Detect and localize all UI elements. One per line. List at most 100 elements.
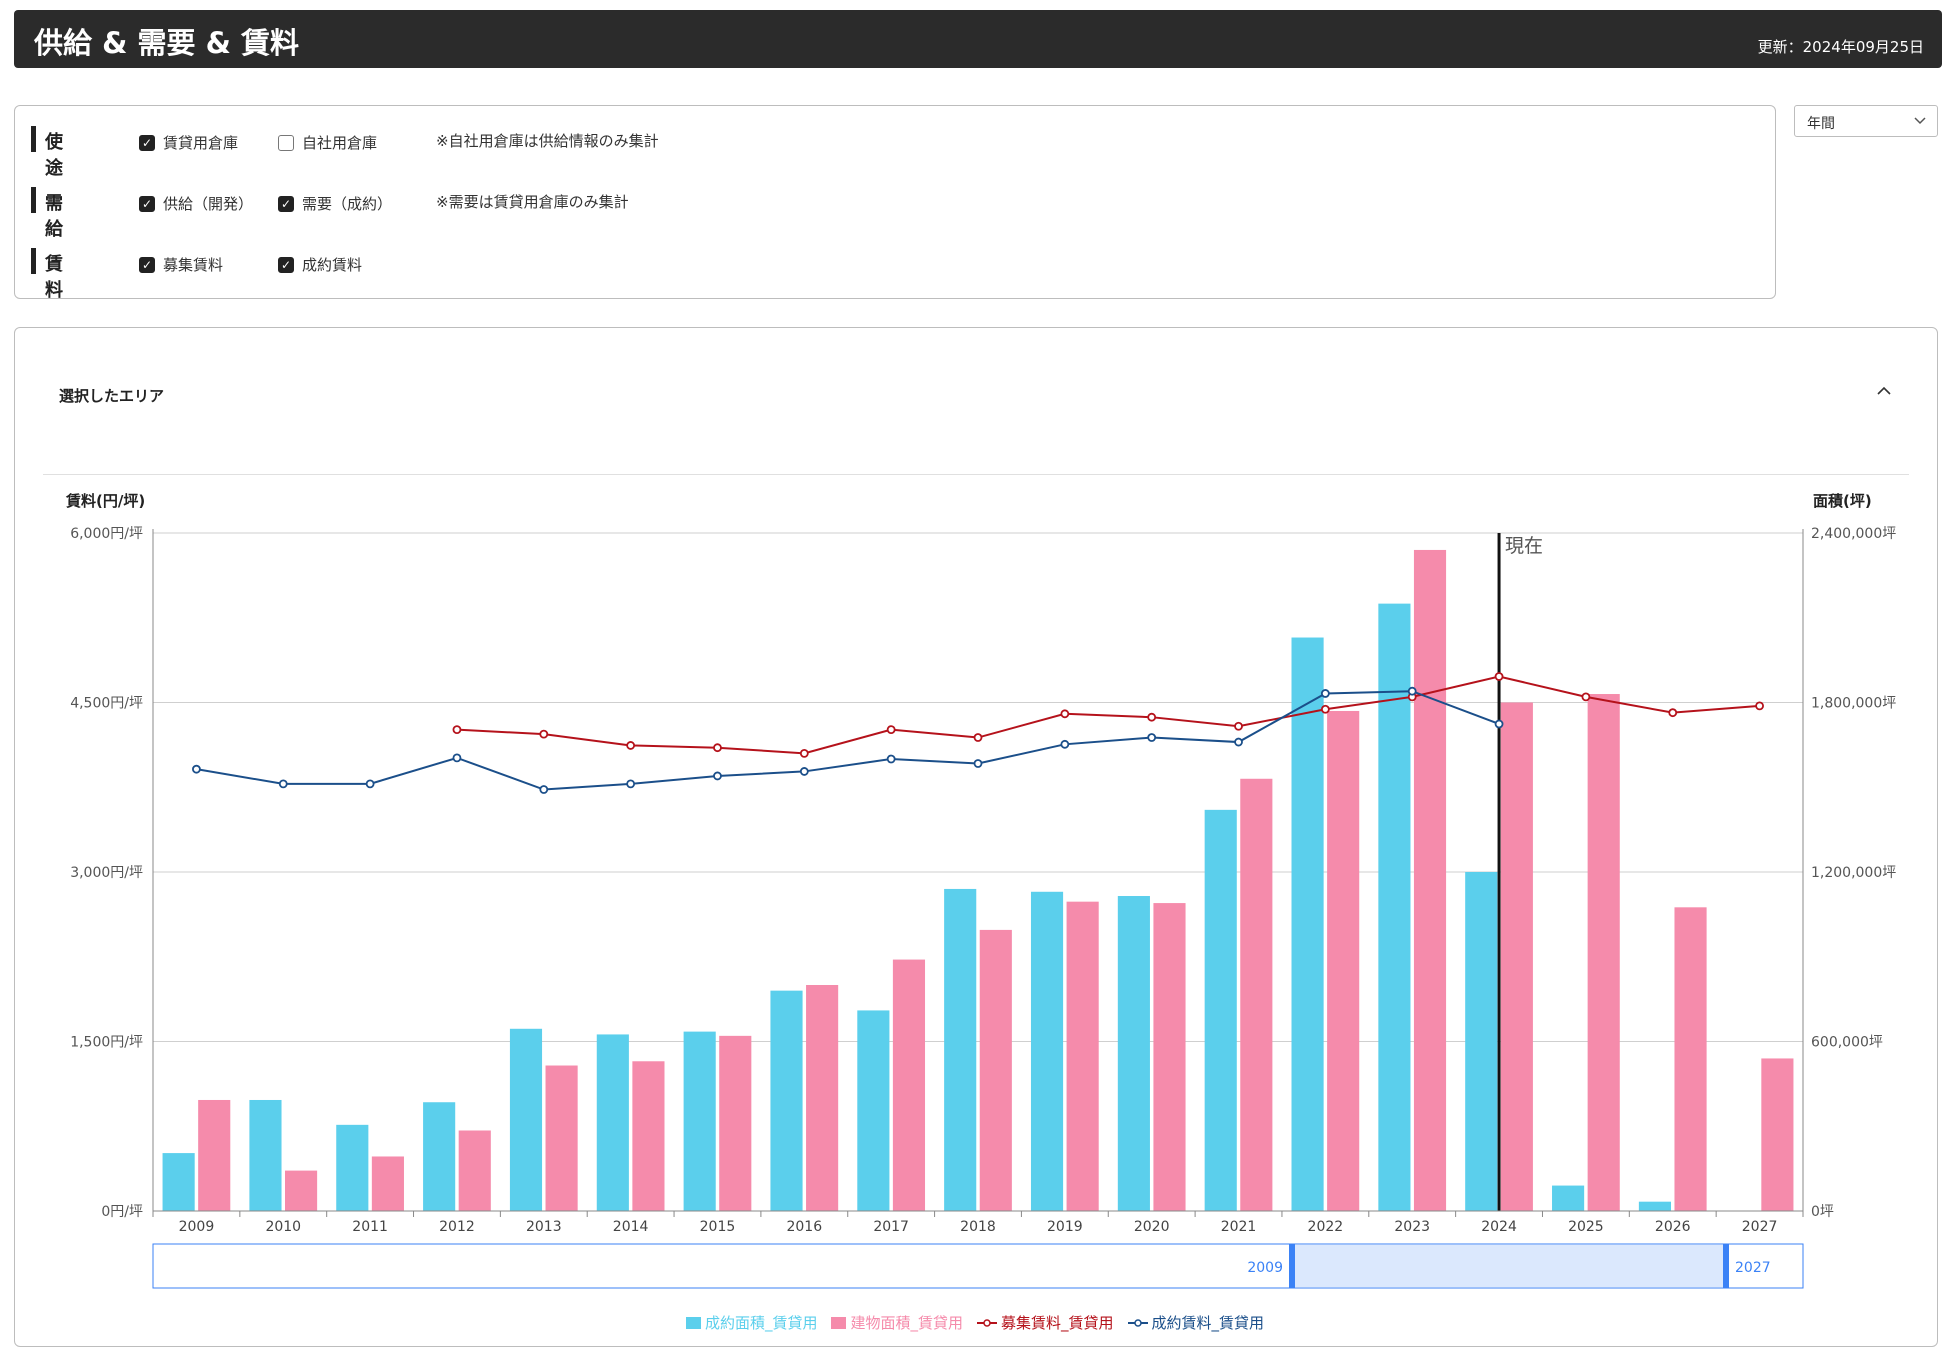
- bar-building-area[interactable]: [1587, 694, 1620, 1211]
- left-tick-label: 1,500円/坪: [70, 1035, 143, 1051]
- line-point[interactable]: [278, 779, 288, 789]
- bar-contract-area[interactable]: [1117, 896, 1150, 1211]
- checkbox-own-warehouse[interactable]: 自社用倉庫: [278, 132, 377, 153]
- checkbox-supply[interactable]: ✓ 供給（開発）: [139, 193, 253, 214]
- bar-building-area[interactable]: [1761, 1058, 1794, 1211]
- checkbox-demand[interactable]: ✓ 需要（成約）: [278, 193, 392, 214]
- checkbox-label: 成約賃料: [302, 256, 363, 274]
- bar-contract-area[interactable]: [1204, 809, 1237, 1211]
- line-point[interactable]: [886, 754, 896, 764]
- x-tick-label: 2011: [352, 1219, 388, 1235]
- bar-building-area[interactable]: [198, 1099, 231, 1211]
- bar-contract-area[interactable]: [509, 1028, 543, 1211]
- line-point[interactable]: [1234, 721, 1243, 731]
- right-tick-label: 1,800,000坪: [1811, 696, 1896, 712]
- bar-building-area[interactable]: [1674, 907, 1707, 1211]
- bar-building-area[interactable]: [285, 1170, 318, 1211]
- line-point[interactable]: [713, 743, 722, 753]
- chart-legend: 成約面積_賃貸用 建物面積_賃貸用 募集賃料_賃貸用 成約賃料_賃貸用: [0, 1312, 1950, 1333]
- checkbox-checked-icon: ✓: [139, 256, 155, 273]
- line-point[interactable]: [626, 741, 636, 750]
- bar-building-area[interactable]: [1240, 778, 1273, 1211]
- bar-building-area[interactable]: [371, 1156, 404, 1211]
- line-point[interactable]: [973, 733, 983, 742]
- chevron-up-icon[interactable]: [1875, 384, 1893, 398]
- bar-contract-area[interactable]: [683, 1031, 716, 1211]
- bar-contract-area[interactable]: [1465, 872, 1498, 1211]
- line-point[interactable]: [799, 748, 809, 758]
- line-point[interactable]: [1755, 701, 1764, 711]
- line-point[interactable]: [1060, 739, 1070, 749]
- bar-contract-area[interactable]: [249, 1099, 282, 1211]
- line-point[interactable]: [1060, 709, 1070, 719]
- bar-building-area[interactable]: [632, 1061, 665, 1211]
- line-point[interactable]: [626, 779, 636, 789]
- line-point[interactable]: [539, 785, 549, 794]
- right-tick-label: 2,400,000坪: [1811, 526, 1896, 542]
- bar-contract-area[interactable]: [596, 1034, 629, 1211]
- x-tick-label: 2023: [1394, 1219, 1430, 1235]
- line-point[interactable]: [1147, 712, 1157, 722]
- bar-building-area[interactable]: [1153, 903, 1186, 1211]
- line-point[interactable]: [1581, 692, 1591, 702]
- line-point[interactable]: [973, 759, 983, 768]
- bar-contract-area[interactable]: [1378, 603, 1411, 1211]
- bar-contract-area[interactable]: [857, 1010, 890, 1211]
- checkbox-label: 供給（開発）: [163, 195, 254, 213]
- line-point[interactable]: [1234, 737, 1243, 747]
- slider-window[interactable]: [1292, 1245, 1726, 1287]
- checkbox-checked-icon: ✓: [278, 256, 294, 273]
- line-point[interactable]: [1320, 689, 1330, 698]
- line-point[interactable]: [1494, 672, 1504, 681]
- bar-contract-area[interactable]: [336, 1124, 369, 1211]
- left-tick-label: 0円/坪: [101, 1204, 143, 1220]
- line-point[interactable]: [1147, 733, 1157, 742]
- bar-building-area[interactable]: [892, 959, 926, 1211]
- line-point[interactable]: [1320, 704, 1330, 714]
- legend-label: 成約面積_賃貸用: [704, 1314, 818, 1332]
- period-select[interactable]: 年間: [1794, 105, 1938, 137]
- bar-contract-area[interactable]: [944, 888, 977, 1211]
- bar-contract-area[interactable]: [1291, 637, 1324, 1211]
- bar-contract-area[interactable]: [1552, 1185, 1585, 1211]
- bar-building-area[interactable]: [806, 985, 839, 1211]
- bar-building-area[interactable]: [1500, 702, 1533, 1212]
- bar-contract-area[interactable]: [770, 990, 803, 1211]
- bar-building-area[interactable]: [545, 1065, 578, 1211]
- bar-contract-area[interactable]: [162, 1153, 195, 1211]
- legend-item-asking-rent[interactable]: 募集賃料_賃貸用: [977, 1312, 1114, 1333]
- legend-item-building-area[interactable]: 建物面積_賃貸用: [831, 1312, 963, 1333]
- line-point[interactable]: [1494, 719, 1504, 729]
- line-point[interactable]: [1668, 708, 1678, 718]
- line-point[interactable]: [539, 729, 549, 739]
- line-point[interactable]: [886, 725, 896, 735]
- slider-handle-start[interactable]: [1289, 1244, 1295, 1288]
- range-slider[interactable]: 2009 2027: [152, 1243, 1804, 1289]
- right-tick-label: 0坪: [1811, 1204, 1834, 1220]
- bar-contract-area[interactable]: [423, 1102, 456, 1211]
- bar-building-area[interactable]: [979, 929, 1012, 1211]
- bar-building-area[interactable]: [719, 1035, 752, 1211]
- slider-handle-end[interactable]: [1723, 1244, 1729, 1288]
- legend-item-contract-rent[interactable]: 成約賃料_賃貸用: [1127, 1312, 1264, 1333]
- bar-building-area[interactable]: [458, 1130, 491, 1211]
- bar-building-area[interactable]: [1413, 549, 1447, 1211]
- line-point[interactable]: [452, 753, 462, 763]
- bar-building-area[interactable]: [1327, 710, 1360, 1211]
- bar-contract-area[interactable]: [1030, 891, 1064, 1211]
- line-point[interactable]: [713, 771, 722, 781]
- row-marker: [31, 126, 36, 152]
- line-point[interactable]: [192, 764, 201, 774]
- checkbox-asking-rent[interactable]: ✓ 募集賃料: [139, 254, 223, 275]
- checkbox-rental-warehouse[interactable]: ✓ 賃貸用倉庫: [139, 132, 238, 153]
- bar-building-area[interactable]: [1066, 901, 1099, 1211]
- checkbox-contract-rent[interactable]: ✓ 成約賃料: [278, 254, 362, 275]
- line-point[interactable]: [799, 767, 809, 776]
- x-tick-label: 2014: [613, 1219, 649, 1235]
- bar-contract-area[interactable]: [1638, 1201, 1671, 1211]
- line-point[interactable]: [452, 725, 462, 735]
- legend-item-contract-area[interactable]: 成約面積_賃貸用: [685, 1312, 818, 1333]
- line-point[interactable]: [365, 779, 375, 789]
- line-point[interactable]: [1407, 686, 1417, 696]
